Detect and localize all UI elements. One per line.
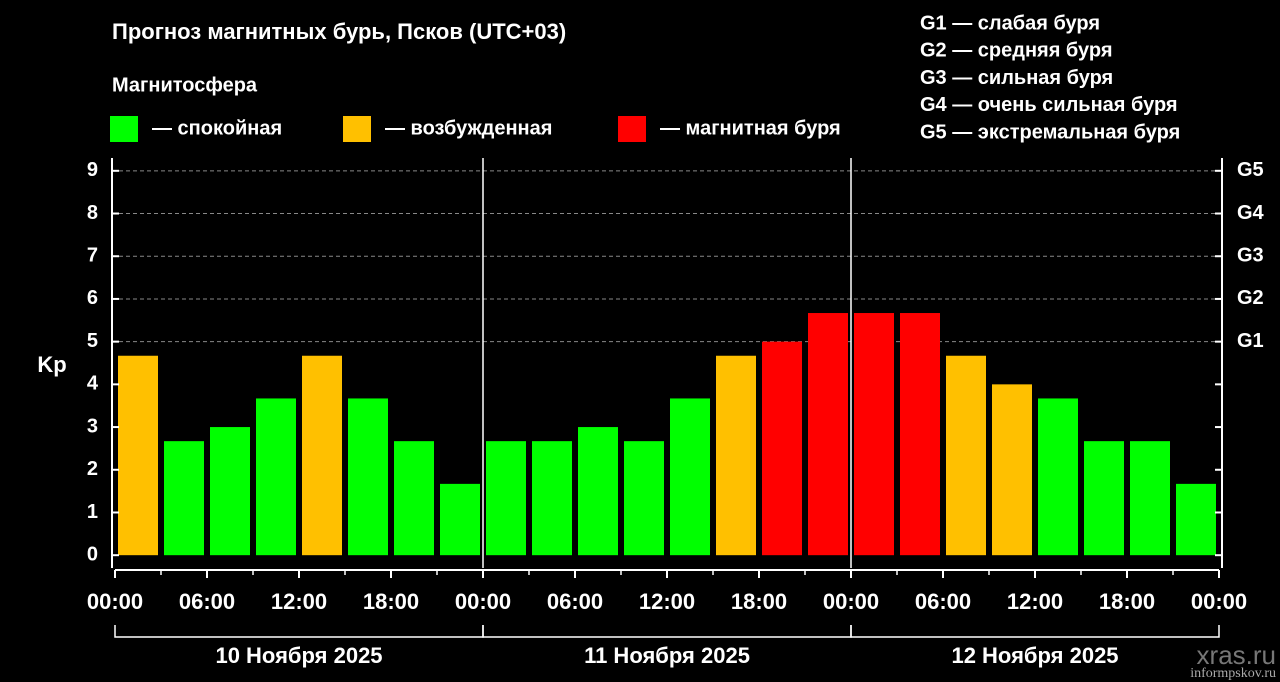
y-axis-label: Kp [37, 352, 66, 377]
bar [210, 427, 250, 556]
y-tick-label: 9 [87, 159, 98, 181]
g-legend-item: G1 — слабая буря [920, 12, 1100, 34]
x-tick-label: 00:00 [87, 589, 143, 614]
g-tick-label: G4 [1237, 202, 1265, 224]
g-legend-item: G3 — сильная буря [920, 67, 1113, 89]
x-tick-label: 18:00 [1099, 589, 1155, 614]
bar [1038, 398, 1078, 556]
g-tick-label: G1 [1237, 330, 1264, 352]
bar [808, 313, 848, 556]
x-tick-label: 06:00 [915, 589, 971, 614]
legend-label: — возбужденная [385, 117, 552, 139]
x-tick-label: 12:00 [271, 589, 327, 614]
day-label: 10 Ноября 2025 [215, 643, 382, 668]
legend-swatch [343, 116, 371, 142]
day-label: 12 Ноября 2025 [951, 643, 1118, 668]
bar [164, 441, 204, 556]
bar [716, 355, 756, 556]
bar [256, 398, 296, 556]
y-tick-label: 8 [87, 202, 98, 224]
x-tick-label: 12:00 [1007, 589, 1063, 614]
bar [348, 398, 388, 556]
legend-label: — магнитная буря [660, 117, 841, 139]
x-tick-label: 18:00 [363, 589, 419, 614]
y-tick-label: 1 [87, 501, 98, 523]
x-tick-label: 00:00 [455, 589, 511, 614]
bar [624, 441, 664, 556]
y-tick-label: 7 [87, 245, 98, 267]
bar [670, 398, 710, 556]
y-tick-label: 0 [87, 543, 98, 565]
bar [900, 313, 940, 556]
bar [946, 355, 986, 556]
bar [762, 341, 802, 556]
legend-label: — спокойная [152, 117, 282, 139]
watermark: xras.ru [1197, 640, 1276, 670]
bar [992, 384, 1032, 556]
day-bracket [850, 625, 1220, 638]
g-tick-label: G2 [1237, 287, 1264, 309]
chart-title: Прогноз магнитных бурь, Псков (UTC+03) [112, 19, 566, 44]
y-tick-label: 2 [87, 458, 98, 480]
y-tick-label: 4 [87, 373, 99, 395]
bar [1084, 441, 1124, 556]
bar [578, 427, 618, 556]
g-legend-item: G4 — очень сильная буря [920, 94, 1178, 116]
bar [394, 441, 434, 556]
bar [118, 355, 158, 556]
x-tick-label: 00:00 [823, 589, 879, 614]
watermark: informpskov.ru [1190, 666, 1276, 681]
bar [302, 355, 342, 556]
g-legend-item: G2 — средняя буря [920, 40, 1113, 62]
legend-swatch [618, 116, 646, 142]
bar [532, 441, 572, 556]
bar [854, 313, 894, 556]
x-tick-label: 06:00 [547, 589, 603, 614]
y-tick-label: 5 [87, 330, 98, 352]
day-label: 11 Ноября 2025 [584, 643, 750, 668]
x-tick-label: 00:00 [1191, 589, 1247, 614]
y-tick-label: 3 [87, 415, 98, 437]
bar [1176, 483, 1216, 556]
x-tick-label: 18:00 [731, 589, 787, 614]
bar [440, 483, 480, 556]
y-tick-label: 6 [87, 287, 98, 309]
g-tick-label: G3 [1237, 245, 1264, 267]
legend-title: Магнитосфера [112, 74, 258, 96]
bar [1130, 441, 1170, 556]
x-tick-label: 06:00 [179, 589, 235, 614]
legend-swatch [110, 116, 138, 142]
g-legend-item: G5 — экстремальная буря [920, 121, 1180, 143]
x-tick-label: 12:00 [639, 589, 695, 614]
bar [486, 441, 526, 556]
g-tick-label: G5 [1237, 159, 1264, 181]
